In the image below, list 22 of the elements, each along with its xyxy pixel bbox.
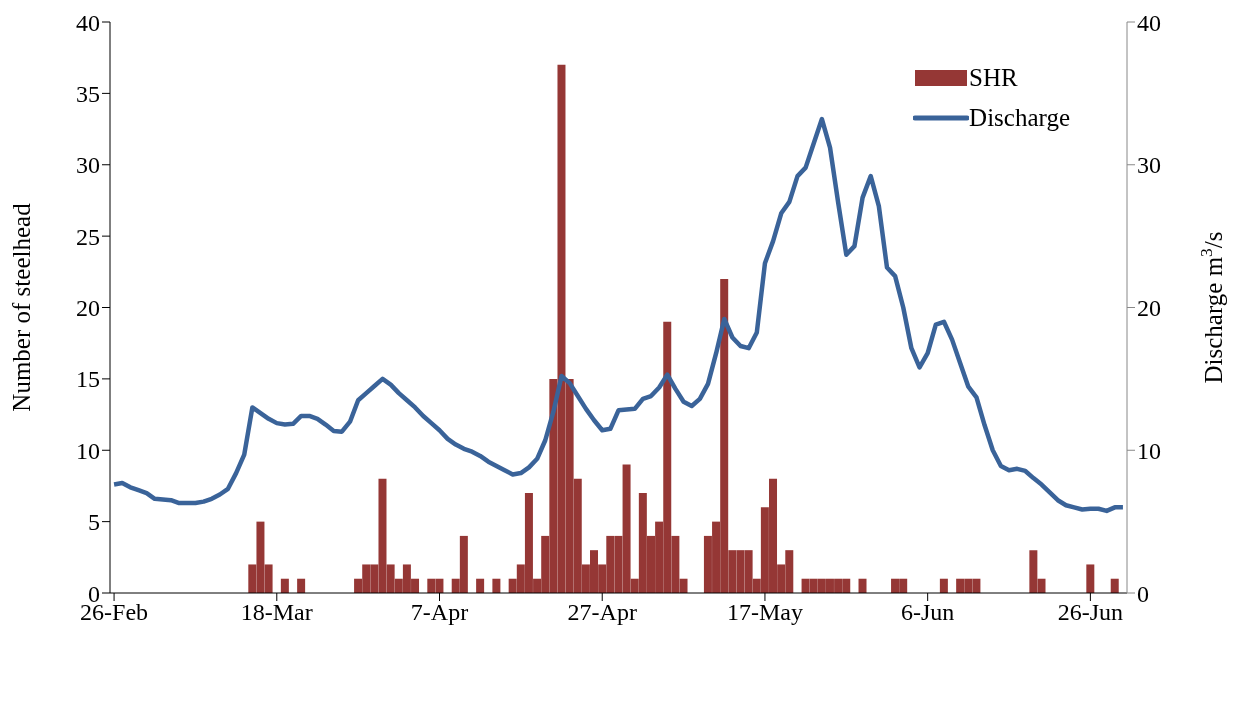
y-tick-label: 15: [76, 366, 100, 393]
x-tick-label: 6-Jun: [901, 599, 955, 626]
legend-label: SHR: [969, 64, 1018, 92]
y-tick-label: 40: [76, 9, 100, 36]
y2-tick-label: 40: [1137, 9, 1161, 36]
y-tick-label: 35: [76, 80, 100, 107]
y-tick-label: 20: [76, 295, 100, 322]
y-tick-label: 30: [76, 152, 100, 179]
y-axis-title: Number of steelhead: [8, 202, 35, 412]
y2-tick-label: 30: [1137, 152, 1161, 179]
x-tick-label: 27-Apr: [567, 599, 637, 626]
y2-tick-label: 10: [1137, 437, 1161, 464]
x-tick-label: 17-May: [726, 599, 803, 626]
y2-tick-label: 20: [1137, 295, 1161, 322]
y-tick-label: 10: [76, 437, 100, 464]
y-tick-label: 5: [88, 509, 100, 536]
y-tick-label: 25: [76, 223, 100, 250]
x-tick-label: 26-Jun: [1057, 599, 1124, 626]
legend-label: Discharge: [969, 104, 1070, 132]
x-tick-label: 7-Apr: [410, 599, 469, 626]
y2-tick-label: 0: [1137, 580, 1149, 607]
x-tick-label: 18-Mar: [240, 599, 313, 626]
